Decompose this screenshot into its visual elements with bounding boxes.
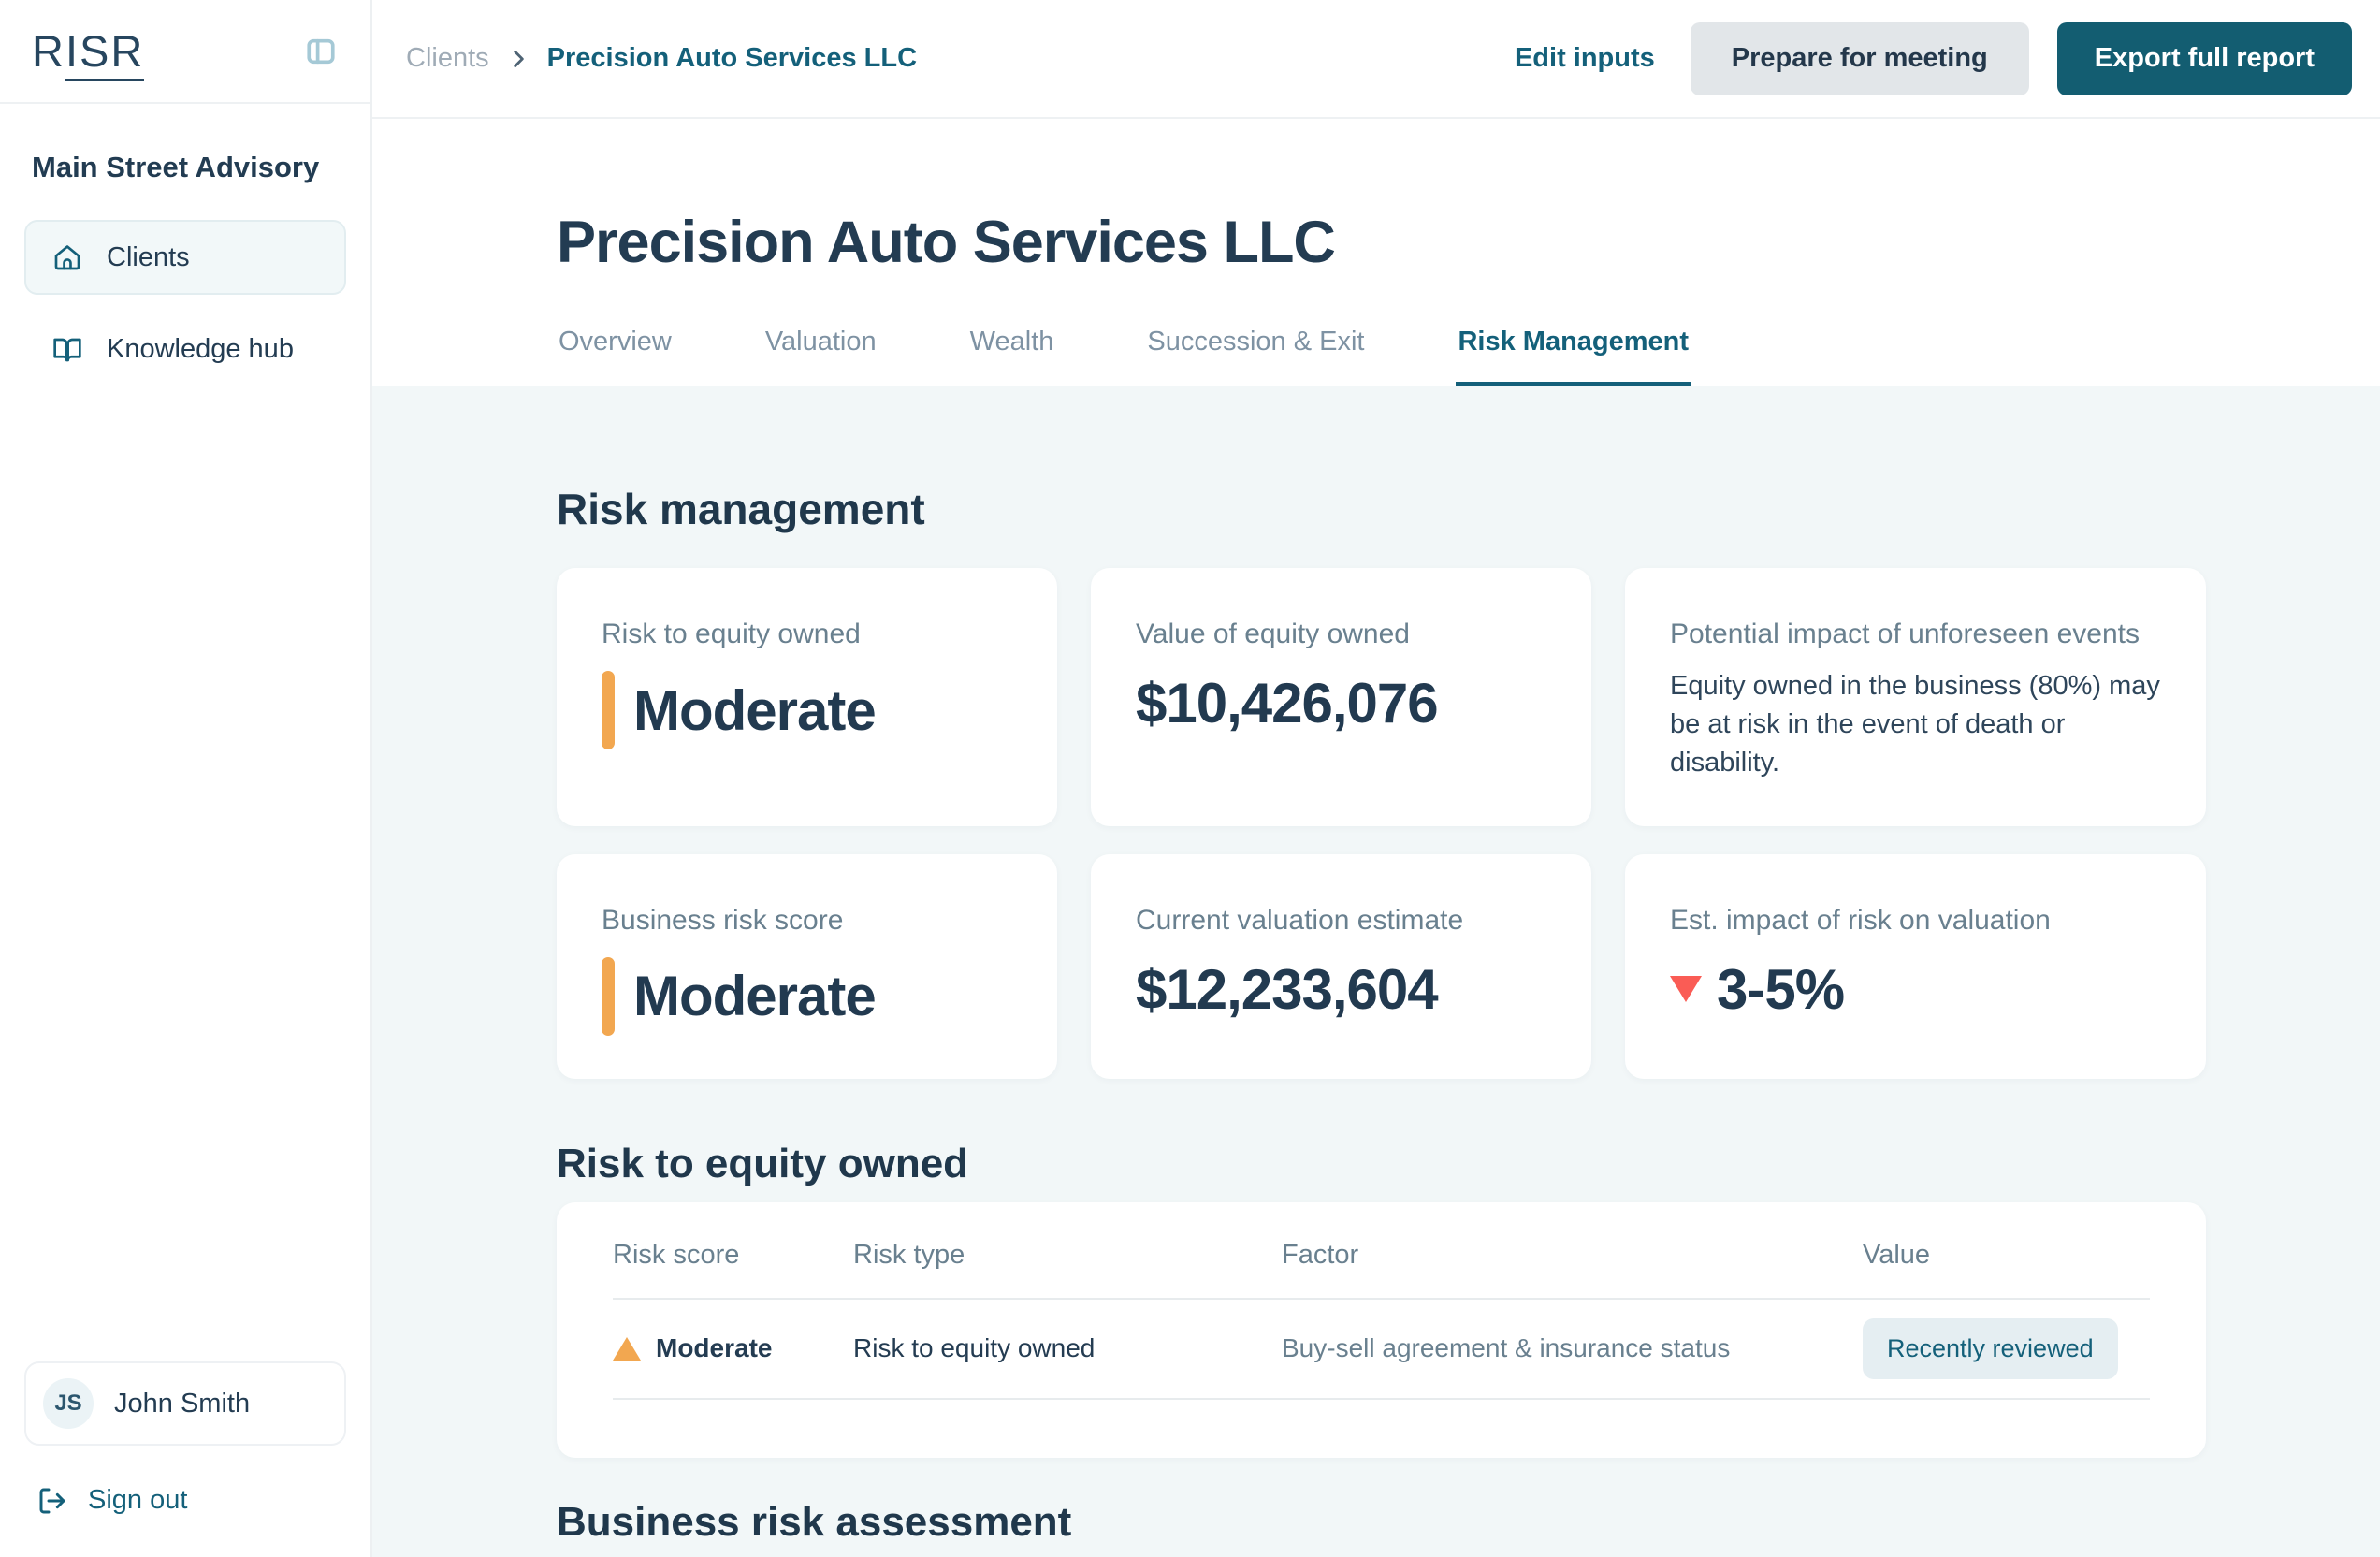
sidebar-item-label: Knowledge hub [107, 333, 294, 364]
card-value: Moderate [633, 678, 877, 742]
tab-valuation[interactable]: Valuation [763, 327, 878, 386]
orange-bar-indicator [602, 956, 615, 1036]
risk-score-text: Moderate [656, 1333, 773, 1363]
panel-toggle-icon [305, 36, 337, 67]
card-value: $10,426,076 [1136, 672, 1439, 735]
topbar-actions: Edit inputs Prepare for meeting Export f… [1515, 22, 2352, 95]
sidebar-item-label: Clients [107, 241, 190, 272]
risk-score-cell: Moderate [613, 1333, 853, 1363]
card-label: Risk to equity owned [602, 618, 861, 649]
table-row: Moderate Risk to equity owned Buy-sell a… [613, 1300, 2150, 1400]
sidebar-item-clients[interactable]: Clients [24, 220, 346, 295]
export-full-report-button[interactable]: Export full report [2056, 22, 2352, 95]
column-header-value: Value [1863, 1239, 1931, 1270]
sidebar-header: RISR [0, 0, 370, 104]
sidebar-footer: JS John Smith Sign out [0, 1361, 370, 1557]
chevron-right-icon [506, 47, 530, 71]
card-potential-impact: Potential impact of unforeseen events Eq… [1625, 568, 2206, 826]
content: Risk management Risk to equity owned Mod… [372, 386, 2380, 1557]
card-value: 3-5% [1717, 957, 1845, 1021]
breadcrumb-clients-link[interactable]: Clients [406, 43, 489, 73]
topbar: Clients Precision Auto Services LLC Edit… [372, 0, 2380, 119]
card-label: Value of equity owned [1136, 618, 1410, 649]
card-impact-of-risk-on-valuation: Est. impact of risk on valuation 3-5% [1625, 853, 2206, 1079]
book-open-icon [52, 334, 82, 364]
edit-inputs-button[interactable]: Edit inputs [1514, 43, 1655, 73]
page-title: Precision Auto Services LLC [557, 210, 1336, 275]
risk-management-heading: Risk management [557, 485, 925, 533]
card-current-valuation-estimate: Current valuation estimate $12,233,604 [1091, 853, 1591, 1079]
card-label: Business risk score [602, 904, 844, 936]
page-head: Precision Auto Services LLC Overview Val… [372, 119, 2380, 386]
value-cell: Recently reviewed [1863, 1317, 2150, 1379]
tab-bar: Overview Valuation Wealth Succession & E… [557, 327, 2206, 386]
card-body-text: Equity owned in the business (80%) may b… [1670, 671, 2160, 778]
sign-out-button[interactable]: Sign out [37, 1485, 187, 1516]
tab-overview[interactable]: Overview [557, 327, 674, 386]
column-header-risk-score: Risk score [613, 1239, 740, 1270]
card-value: $12,233,604 [1136, 957, 1439, 1021]
sign-out-label: Sign out [88, 1485, 188, 1515]
sidebar-collapse-button[interactable] [305, 36, 337, 67]
card-risk-to-equity-owned: Risk to equity owned Moderate [557, 568, 1057, 826]
tab-wealth[interactable]: Wealth [968, 327, 1056, 386]
card-label: Current valuation estimate [1136, 904, 1464, 936]
status-badge: Recently reviewed [1863, 1317, 2118, 1379]
card-label: Est. impact of risk on valuation [1670, 904, 2051, 936]
business-risk-heading: Business risk assessment [557, 1498, 1072, 1545]
orange-bar-indicator [602, 671, 615, 749]
sidebar-item-knowledge-hub[interactable]: Knowledge hub [24, 312, 346, 386]
card-value: Moderate [633, 965, 877, 1028]
prepare-for-meeting-button[interactable]: Prepare for meeting [1690, 22, 2029, 95]
risk-type-cell: Risk to equity owned [853, 1333, 1096, 1363]
kpi-cards-grid: Risk to equity owned Moderate Value of e… [557, 568, 2206, 1079]
card-label: Potential impact of unforeseen events [1670, 618, 2140, 649]
card-business-risk-score: Business risk score Moderate [557, 853, 1057, 1079]
org-name: Main Street Advisory [32, 151, 320, 183]
tab-risk-management[interactable]: Risk Management [1456, 327, 1691, 386]
card-value-of-equity-owned: Value of equity owned $10,426,076 [1091, 568, 1591, 826]
sign-out-icon [37, 1486, 67, 1516]
risr-logo: RISR [32, 26, 145, 81]
main-area: Clients Precision Auto Services LLC Edit… [372, 0, 2380, 1557]
breadcrumb-current: Precision Auto Services LLC [546, 43, 918, 73]
column-header-risk-type: Risk type [853, 1239, 965, 1270]
table-header-row: Risk score Risk type Factor Value [613, 1202, 2150, 1300]
risk-to-equity-heading: Risk to equity owned [557, 1140, 969, 1186]
breadcrumb: Clients Precision Auto Services LLC [406, 43, 917, 74]
avatar: JS [43, 1378, 94, 1429]
user-name: John Smith [114, 1388, 251, 1419]
tab-succession-exit[interactable]: Succession & Exit [1145, 327, 1366, 386]
user-card[interactable]: JS John Smith [24, 1361, 346, 1446]
column-header-factor: Factor [1282, 1239, 1359, 1270]
sidebar-nav: Clients Knowledge hub [24, 220, 346, 386]
risk-to-equity-table: Risk score Risk type Factor Value Modera… [557, 1201, 2206, 1458]
home-icon [52, 242, 82, 272]
red-down-triangle-icon [1670, 976, 1702, 1003]
orange-up-triangle-icon [613, 1336, 641, 1361]
factor-cell: Buy-sell agreement & insurance status [1282, 1333, 1731, 1363]
sidebar: RISR Main Street Advisory Clients [0, 0, 372, 1557]
